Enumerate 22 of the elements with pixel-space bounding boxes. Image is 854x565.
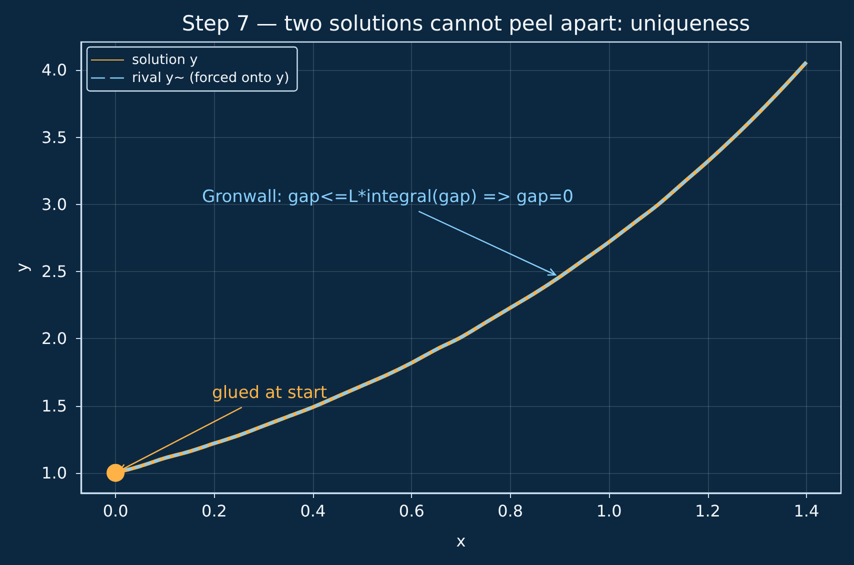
x-tick-label: 0.8 — [498, 502, 524, 520]
y-tick-label: 1.0 — [42, 463, 67, 482]
x-tick-label: 1.0 — [596, 502, 622, 520]
x-tick-label: 0.0 — [102, 502, 128, 520]
legend-label: rival y~ (forced onto y) — [132, 70, 290, 86]
x-tick-label: 0.6 — [398, 502, 424, 520]
x-tick-label: 1.2 — [695, 502, 720, 520]
y-tick-label: 3.0 — [42, 194, 67, 214]
chart-title: Step 7 — two solutions cannot peel apart: uniqueness — [182, 12, 750, 36]
legend-label: solution y — [132, 52, 198, 68]
y-tick-label: 3.5 — [42, 128, 67, 147]
y-tick-label: 2.5 — [42, 262, 67, 282]
y-tick-label: 2.0 — [42, 329, 67, 348]
y-tick-label: 1.5 — [42, 396, 67, 416]
annotation: glued at start — [212, 382, 328, 403]
x-tick-label: 0.4 — [300, 502, 326, 520]
x-axis-title: x — [456, 532, 466, 550]
y-axis-title: y — [12, 262, 32, 272]
y-tick-label: 4.0 — [42, 60, 67, 80]
annotation: Gronwall: gap<=L*integral(gap) => gap=0 — [202, 186, 574, 207]
x-tick-label: 0.2 — [202, 502, 227, 520]
x-tick-label: 1.4 — [794, 502, 820, 520]
